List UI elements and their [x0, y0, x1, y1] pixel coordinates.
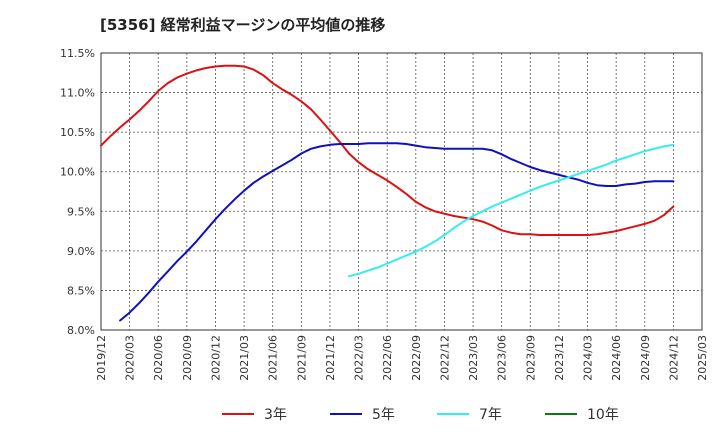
x-tick-label: 2019/12: [95, 335, 108, 381]
x-tick-label: 2023/06: [496, 335, 509, 381]
x-tick-label: 2025/03: [696, 335, 709, 381]
x-tick-label: 2024/03: [582, 335, 595, 381]
x-tick-label: 2022/06: [381, 335, 394, 381]
series-line-1: [119, 142, 675, 322]
y-tick-label: 9.0%: [67, 245, 95, 258]
axis-layer: 8.0% 8.5% 9.0% 9.5% 10.0% 10.5% 11.0% 11.5% 2019…: [60, 47, 709, 381]
x-tick-label: 2024/12: [667, 335, 680, 381]
y-tick-label: 10.5%: [60, 126, 95, 139]
x-tick-label: 2022/09: [410, 335, 423, 381]
legend-label-0: 3年: [264, 407, 287, 423]
y-tick-label: 11.5%: [60, 47, 95, 60]
x-tick-label: 2023/12: [553, 335, 566, 381]
x-tick-label: 2022/03: [353, 335, 366, 381]
x-tick-label: 2024/09: [639, 335, 652, 381]
x-tick-label: 2020/12: [209, 335, 222, 381]
series-line-2: [348, 143, 675, 278]
y-tick-label: 8.0%: [67, 324, 95, 337]
x-tick-label: 2023/03: [467, 335, 480, 381]
x-tick-label: 2024/06: [610, 335, 623, 381]
legend-label-3: 10年: [587, 407, 619, 423]
chart-title: [5356] 経常利益マージンの平均値の推移: [100, 16, 386, 34]
x-tick-label: 2021/06: [267, 335, 280, 381]
x-tick-label: 2020/06: [152, 335, 165, 381]
x-tick-label: 2020/09: [181, 335, 194, 381]
y-tick-label: 11.0%: [60, 87, 95, 100]
legend-layer: 3年 5年 7年 10年: [222, 407, 619, 423]
x-tick-label: 2023/09: [524, 335, 537, 381]
x-tick-label: 2021/09: [295, 335, 308, 381]
x-tick-label: 2022/12: [438, 335, 451, 381]
series-line-0: [100, 64, 675, 236]
series-layer: [100, 64, 675, 322]
x-tick-label: 2021/12: [324, 335, 337, 381]
y-tick-label: 9.5%: [67, 205, 95, 218]
x-tick-label: 2021/03: [238, 335, 251, 381]
legend-label-1: 5年: [372, 407, 395, 423]
y-tick-label: 10.0%: [60, 166, 95, 179]
y-tick-label: 8.5%: [67, 284, 95, 297]
x-tick-label: 2020/03: [124, 335, 137, 381]
legend-label-2: 7年: [479, 407, 502, 423]
plot-frame: [100, 52, 703, 331]
